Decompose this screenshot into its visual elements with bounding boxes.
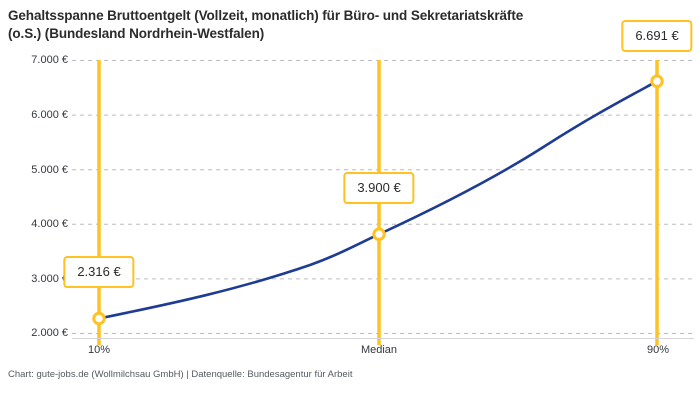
- y-tick-4000: 4.000 €: [31, 218, 68, 230]
- y-tick-5000: 5.000 €: [31, 164, 68, 176]
- y-tick-2000: 2.000 €: [31, 327, 68, 339]
- data-markers: [92, 74, 664, 326]
- y-tick-6000: 6.000 €: [31, 109, 68, 121]
- value-callout-median: 3.900 €: [343, 172, 415, 204]
- data-point-p10: [92, 311, 106, 326]
- chart-source-footer: Chart: gute-jobs.de (Wollmilchsau GmbH) …: [8, 369, 353, 380]
- value-callout-p10: 2.316 €: [63, 256, 135, 288]
- y-tick-7000: 7.000 €: [31, 54, 68, 66]
- page-title: Gehaltsspanne Bruttoentgelt (Vollzeit, m…: [8, 8, 524, 41]
- x-tick-p90: 90%: [646, 344, 670, 356]
- x-tick-p10: 10%: [87, 344, 111, 356]
- data-point-median: [372, 227, 386, 241]
- data-point-p90: [650, 74, 664, 88]
- y-tick-3000: 3.000 €: [31, 273, 68, 285]
- x-tick-median: Median: [360, 344, 398, 356]
- value-callout-p90: 6.691 €: [621, 20, 693, 52]
- y-axis-labels: 7.000 € 6.000 € 5.000 € 4.000 € 3.000 € …: [0, 0, 68, 400]
